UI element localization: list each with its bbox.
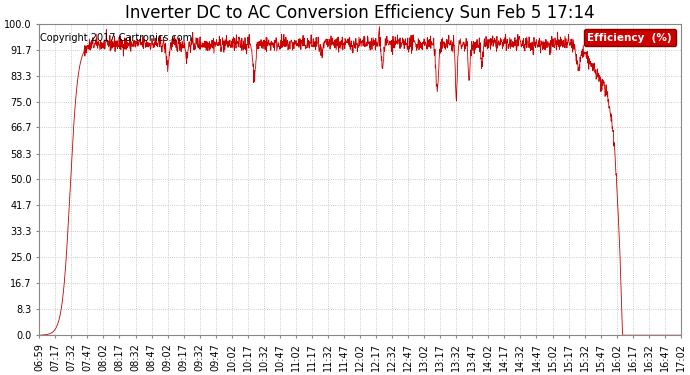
Legend: Efficiency  (%): Efficiency (%) [584,29,676,46]
Text: Copyright 2017 Cartronics.com: Copyright 2017 Cartronics.com [40,33,192,43]
Title: Inverter DC to AC Conversion Efficiency Sun Feb 5 17:14: Inverter DC to AC Conversion Efficiency … [126,4,595,22]
